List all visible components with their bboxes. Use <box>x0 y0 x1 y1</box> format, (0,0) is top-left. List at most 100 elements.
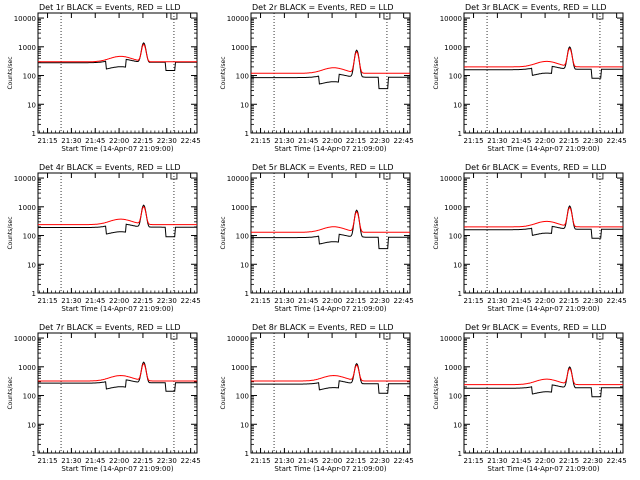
bracket-marker <box>170 333 178 340</box>
x-tick-label: 21:45 <box>85 457 105 465</box>
y-axis-label: Counts/sec <box>433 56 440 89</box>
bracket-marker <box>596 13 604 20</box>
x-tick-label: 21:30 <box>61 457 81 465</box>
series-lld-line <box>38 363 197 382</box>
x-tick-label: 22:45 <box>607 297 627 305</box>
panel-det-8: Det 8r BLACK = Events, RED = LLD 1 10 100 10… <box>220 323 414 473</box>
x-tick-label: 22:45 <box>181 297 201 305</box>
x-axis-label: Start Time (14-Apr-07 21:09:00) <box>487 305 599 313</box>
panel-title: Det 2r BLACK = Events, RED = LLD <box>252 3 394 12</box>
y-tick-label: 10 <box>27 101 36 109</box>
x-tick-label: 22:45 <box>394 137 414 145</box>
x-tick-label: 21:30 <box>61 137 81 145</box>
y-axis-label: Counts/sec <box>7 376 14 409</box>
y-tick-label: 10 <box>27 261 36 269</box>
series-events-line <box>251 209 410 250</box>
x-tick-label: 21:30 <box>487 297 507 305</box>
bracket-marker <box>596 333 604 340</box>
y-tick-label: 10000 <box>14 335 36 343</box>
series-events-line <box>38 42 197 71</box>
y-tick-label: 10 <box>240 421 249 429</box>
y-tick-label: 1 <box>245 450 249 458</box>
panel-det-5: Det 5r BLACK = Events, RED = LLD 1 10 100 10… <box>220 163 414 313</box>
panel-title: Det 4r BLACK = Events, RED = LLD <box>39 163 181 172</box>
panel-det-4: Det 4r BLACK = Events, RED = LLD 1 10 100 10… <box>7 163 201 313</box>
y-tick-label: 1 <box>458 290 462 298</box>
bracket-marker <box>383 13 391 20</box>
x-tick-label: 21:15 <box>37 457 57 465</box>
y-tick-label: 100 <box>23 73 36 81</box>
y-tick-label: 10000 <box>440 15 462 23</box>
x-tick-label: 21:45 <box>511 297 531 305</box>
y-tick-label: 100 <box>449 233 462 241</box>
plot-frame <box>463 12 624 134</box>
x-tick-label: 21:45 <box>298 457 318 465</box>
panel-det-1: Det 1r BLACK = Events, RED = LLD 1 10 100 10… <box>7 3 201 153</box>
x-tick-label: 21:15 <box>463 457 483 465</box>
y-axis-label: Counts/sec <box>220 216 227 249</box>
plot-frame <box>250 172 411 294</box>
x-axis-label: Start Time (14-Apr-07 21:09:00) <box>61 465 173 473</box>
y-tick-label: 10000 <box>440 335 462 343</box>
y-tick-label: 10 <box>453 101 462 109</box>
series-lld-line <box>464 206 623 228</box>
x-tick-label: 21:15 <box>463 137 483 145</box>
y-axis-label: Counts/sec <box>7 56 14 89</box>
y-axis-label: Counts/sec <box>220 376 227 409</box>
x-tick-label: 22:00 <box>109 457 129 465</box>
x-tick-label: 21:30 <box>274 297 294 305</box>
y-tick-label: 1000 <box>18 204 36 212</box>
x-tick-label: 22:00 <box>322 457 342 465</box>
x-axis-label: Start Time (14-Apr-07 21:09:00) <box>61 145 173 153</box>
y-tick-label: 100 <box>236 393 249 401</box>
x-tick-label: 21:30 <box>274 457 294 465</box>
x-tick-label: 22:15 <box>346 137 366 145</box>
panel-det-3: Det 3r BLACK = Events, RED = LLD 1 10 100 10… <box>433 3 627 153</box>
x-tick-label: 21:45 <box>85 137 105 145</box>
x-tick-label: 22:15 <box>346 297 366 305</box>
y-tick-label: 10000 <box>14 15 36 23</box>
y-tick-label: 1 <box>458 130 462 138</box>
bracket-marker <box>170 173 178 180</box>
panel-title: Det 3r BLACK = Events, RED = LLD <box>465 3 607 12</box>
x-tick-label: 21:15 <box>463 297 483 305</box>
y-tick-label: 1 <box>32 130 36 138</box>
x-tick-label: 21:30 <box>274 137 294 145</box>
x-tick-label: 22:15 <box>133 297 153 305</box>
x-tick-label: 22:00 <box>535 457 555 465</box>
x-tick-label: 21:15 <box>250 457 270 465</box>
series-events-line <box>38 361 197 392</box>
series-lld-line <box>38 43 197 63</box>
x-axis-label: Start Time (14-Apr-07 21:09:00) <box>61 305 173 313</box>
y-tick-label: 1000 <box>444 204 462 212</box>
series-lld-line <box>464 367 623 386</box>
panel-det-6: Det 6r BLACK = Events, RED = LLD 1 10 100 10… <box>433 163 627 313</box>
x-tick-label: 22:30 <box>583 457 603 465</box>
x-axis-label: Start Time (14-Apr-07 21:09:00) <box>487 145 599 153</box>
y-tick-label: 10 <box>27 421 36 429</box>
x-tick-label: 22:15 <box>133 137 153 145</box>
y-tick-label: 10000 <box>440 175 462 183</box>
y-axis-label: Counts/sec <box>433 376 440 409</box>
x-tick-label: 21:15 <box>250 137 270 145</box>
y-tick-label: 10000 <box>227 335 249 343</box>
y-tick-label: 10 <box>240 101 249 109</box>
y-axis-label: Counts/sec <box>220 56 227 89</box>
y-axis-label: Counts/sec <box>7 216 14 249</box>
x-tick-label: 22:30 <box>370 137 390 145</box>
y-tick-label: 100 <box>449 73 462 81</box>
x-tick-label: 22:00 <box>322 137 342 145</box>
series-lld-line <box>464 47 623 68</box>
y-tick-label: 1000 <box>231 204 249 212</box>
bracket-marker <box>596 173 604 180</box>
series-lld-line <box>251 211 410 233</box>
x-tick-label: 21:45 <box>298 297 318 305</box>
x-tick-label: 22:45 <box>181 137 201 145</box>
x-tick-label: 22:30 <box>583 297 603 305</box>
x-tick-label: 22:15 <box>346 457 366 465</box>
y-tick-label: 100 <box>23 233 36 241</box>
bracket-marker <box>383 333 391 340</box>
x-tick-label: 22:45 <box>607 457 627 465</box>
series-events-line <box>251 362 410 394</box>
